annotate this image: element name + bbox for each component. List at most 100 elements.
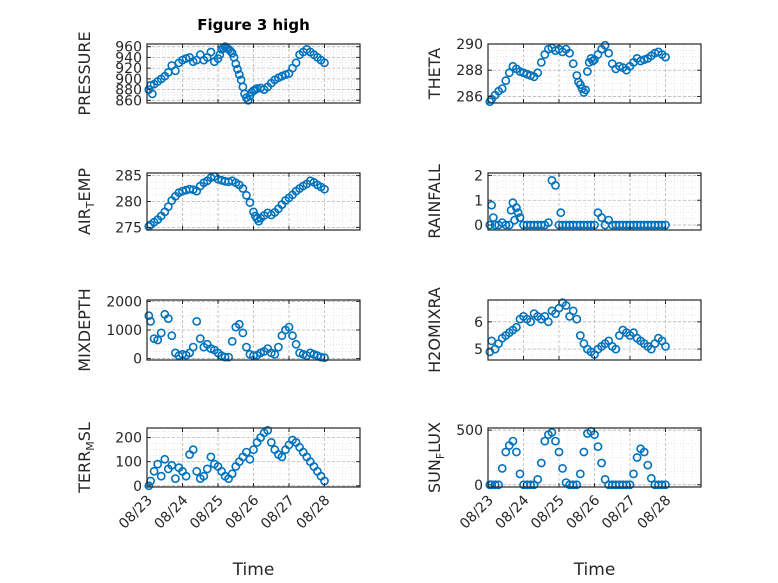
data-point	[512, 203, 521, 213]
data-point	[646, 473, 656, 483]
data-point	[163, 314, 173, 323]
data-point	[494, 480, 503, 490]
y-tick-label: 940	[115, 50, 142, 66]
data-point	[241, 342, 251, 352]
data-point	[643, 460, 653, 470]
x-tick-label: 08/26	[563, 492, 603, 532]
data-point	[147, 89, 157, 99]
subplot-terr-msl: 0 100 200 TERRMSL 08/2308/2408/2508/2608/270…	[75, 422, 361, 580]
data-point	[149, 466, 159, 476]
data-point	[565, 48, 574, 58]
data-point	[215, 50, 225, 60]
y-tick-label: 288	[456, 63, 483, 79]
data-point	[320, 58, 329, 68]
y-tick-label: 275	[115, 220, 142, 236]
y-tick-label: 5	[474, 342, 483, 358]
data-point	[263, 425, 273, 435]
data-point	[227, 469, 237, 479]
y-tick-label: 100	[115, 455, 142, 471]
data-point	[170, 66, 180, 76]
y-tick-label: 0	[474, 218, 483, 234]
data-point	[544, 317, 553, 327]
x-tick-label: 08/28	[293, 493, 333, 533]
data-point	[227, 336, 237, 346]
data-point	[504, 220, 514, 230]
y-tick-label: 880	[115, 83, 142, 99]
series-markers	[144, 42, 329, 105]
data-point	[551, 180, 560, 190]
data-point	[533, 474, 543, 484]
data-point	[575, 331, 585, 340]
data-point	[167, 331, 177, 341]
data-point	[234, 70, 244, 79]
x-tick-label: 08/24	[151, 492, 191, 532]
data-point	[661, 480, 670, 490]
x-tick-label: 08/25	[187, 493, 227, 533]
subplot-sun-flux: 0 500 SUNFLUX 08/2308/2408/2508/2608/2708/2…	[425, 422, 702, 580]
subplot-air-temp: 275 280 285 AIRTEMP	[75, 168, 361, 236]
data-point	[188, 342, 198, 352]
y-tick-label: 6	[474, 315, 483, 331]
data-point	[249, 207, 258, 217]
data-point	[249, 445, 258, 455]
y-tick-label: 2	[474, 168, 483, 184]
data-point	[547, 427, 557, 437]
data-point	[625, 480, 635, 490]
data-point	[245, 454, 255, 464]
data-point	[579, 447, 589, 457]
data-point	[558, 463, 567, 473]
data-point	[501, 76, 511, 86]
data-point	[611, 344, 621, 354]
y-tick-label: 285	[115, 169, 142, 185]
data-point	[156, 328, 166, 338]
data-point	[554, 447, 564, 457]
data-point	[661, 341, 670, 351]
data-point	[561, 301, 571, 310]
data-point	[657, 220, 667, 230]
x-tick-label: 08/27	[258, 493, 298, 533]
data-point	[291, 339, 301, 349]
data-point	[512, 322, 521, 332]
data-point	[568, 480, 578, 490]
series-markers	[144, 425, 329, 491]
data-point	[243, 95, 253, 105]
data-point	[238, 328, 248, 338]
data-point	[497, 84, 507, 93]
series-markers	[485, 175, 670, 230]
data-point	[277, 452, 287, 462]
data-point	[291, 58, 301, 68]
y-tick-label: 200	[115, 431, 142, 447]
data-point	[497, 463, 507, 473]
x-tick-label: 08/25	[528, 493, 568, 533]
data-point	[533, 68, 543, 78]
series-markers	[144, 172, 329, 231]
data-point	[320, 353, 329, 363]
data-point	[231, 59, 241, 69]
data-point	[581, 85, 590, 95]
data-point	[597, 458, 606, 468]
data-point	[632, 453, 642, 462]
data-point	[661, 52, 670, 62]
data-point	[170, 474, 180, 483]
y-tick-label: 280	[115, 195, 142, 211]
y-axis-label: PRESSURE	[75, 31, 94, 115]
data-point	[202, 464, 212, 474]
data-point	[593, 442, 603, 451]
y-tick-label: 860	[115, 93, 142, 109]
y-tick-label: 290	[456, 37, 483, 53]
y-tick-label: 0	[474, 478, 483, 494]
data-point	[512, 447, 521, 457]
subplot-h2omixra: 5 6 H2OMIXRA	[425, 287, 702, 373]
data-point	[273, 342, 283, 352]
series-markers	[485, 426, 670, 490]
data-point	[526, 317, 535, 327]
y-axis-label: THETA	[425, 48, 444, 100]
data-point	[629, 469, 638, 479]
data-point	[320, 184, 329, 194]
data-point	[144, 311, 154, 321]
data-point	[639, 447, 649, 457]
data-point	[544, 218, 553, 227]
data-point	[241, 190, 251, 200]
data-point	[156, 471, 166, 481]
